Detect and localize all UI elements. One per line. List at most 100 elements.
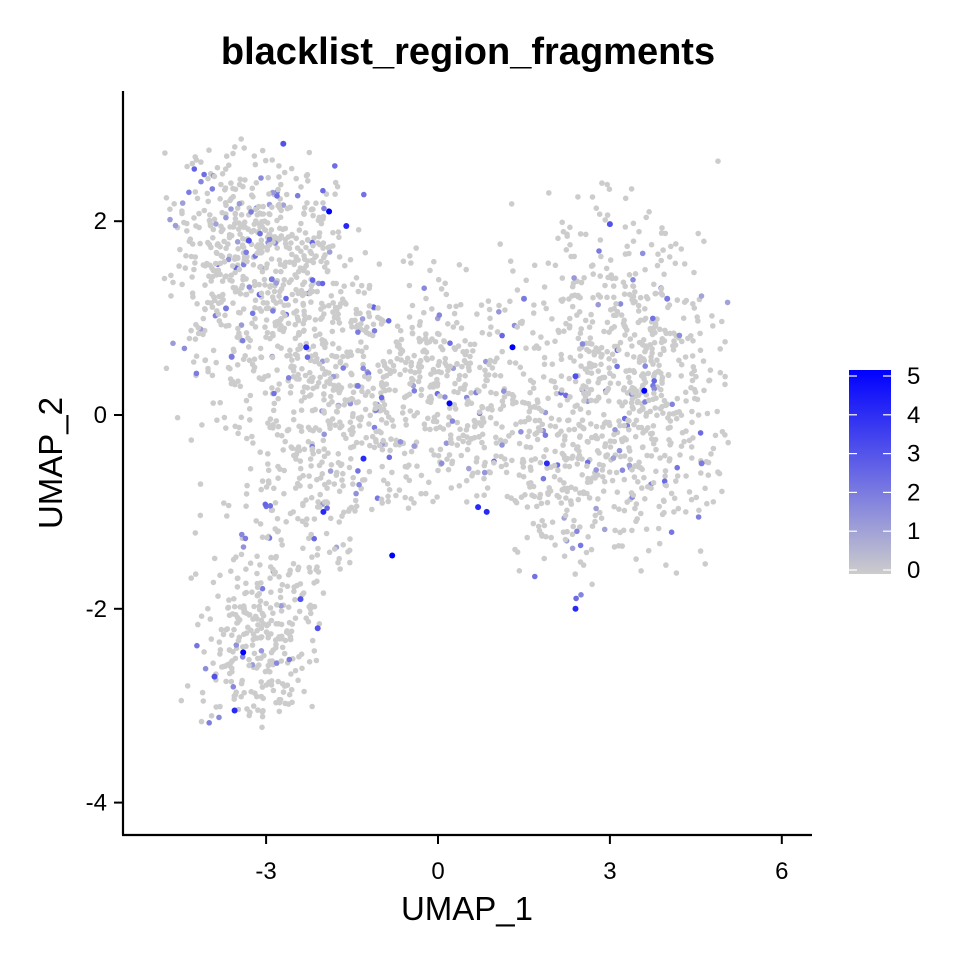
cell-point xyxy=(236,200,243,207)
cell-point xyxy=(463,477,470,484)
cell-point xyxy=(549,316,555,322)
cell-point xyxy=(625,374,632,381)
cell-point xyxy=(289,357,295,363)
cell-point xyxy=(259,218,265,225)
cell-point xyxy=(564,233,570,239)
cell-point xyxy=(308,299,314,305)
cell-point xyxy=(265,451,271,457)
cell-point xyxy=(499,442,505,448)
cell-point xyxy=(483,372,489,379)
cell-point xyxy=(622,195,629,202)
cell-point xyxy=(277,261,284,268)
cell-point xyxy=(552,542,558,548)
legend-tick-label: 5 xyxy=(907,363,920,390)
cell-point xyxy=(604,294,610,301)
cell-point xyxy=(678,443,685,450)
cell-point xyxy=(598,344,605,351)
cell-point xyxy=(248,688,254,695)
cell-point xyxy=(603,265,610,272)
cell-point xyxy=(421,309,427,316)
cell-point xyxy=(427,399,434,406)
cell-point xyxy=(297,581,304,587)
cell-point xyxy=(254,570,260,577)
cell-point xyxy=(429,306,435,312)
cell-point xyxy=(300,389,306,395)
cell-point xyxy=(530,520,537,527)
cell-point xyxy=(321,383,328,390)
cell-point xyxy=(569,531,576,538)
cell-point xyxy=(621,507,628,514)
cell-point xyxy=(355,329,361,335)
cell-point xyxy=(695,230,701,237)
cell-point xyxy=(397,350,404,357)
cell-point xyxy=(321,264,328,270)
cell-point xyxy=(476,434,482,440)
cell-point xyxy=(408,496,414,502)
cell-point xyxy=(348,504,355,511)
cell-point xyxy=(668,529,675,535)
cell-point xyxy=(238,322,245,328)
cell-point xyxy=(250,368,257,374)
cell-point xyxy=(559,219,565,226)
cell-point xyxy=(312,333,319,339)
cell-point xyxy=(194,301,200,307)
cell-point xyxy=(392,441,399,448)
cell-point xyxy=(651,339,658,346)
cell-point xyxy=(594,435,601,442)
cell-point xyxy=(613,301,619,307)
cell-point xyxy=(207,212,213,218)
cell-point xyxy=(716,470,723,477)
cell-point xyxy=(335,229,342,235)
cell-point xyxy=(450,324,457,330)
cell-point xyxy=(459,363,465,370)
scatter-points xyxy=(161,136,731,731)
cell-point xyxy=(592,518,598,525)
cell-point xyxy=(411,352,418,359)
cell-point xyxy=(588,434,595,441)
cell-point xyxy=(460,432,467,439)
cell-point xyxy=(311,603,318,610)
cell-point xyxy=(245,344,252,350)
cell-point xyxy=(230,300,236,306)
cell-point xyxy=(562,463,568,469)
cell-point-highlight xyxy=(354,382,361,389)
cell-point xyxy=(243,566,249,572)
cell-point xyxy=(329,416,336,422)
cell-point xyxy=(299,240,305,246)
cell-point xyxy=(646,209,652,215)
cell-point xyxy=(477,364,483,371)
cell-point xyxy=(222,166,229,172)
cell-point xyxy=(319,280,326,287)
cell-point xyxy=(619,543,625,549)
cell-point xyxy=(348,456,354,462)
cell-point xyxy=(656,503,662,510)
cell-point xyxy=(620,320,627,327)
cell-point xyxy=(661,271,667,278)
cell-point xyxy=(408,448,415,455)
cell-point xyxy=(162,150,168,156)
cell-point xyxy=(378,390,384,396)
cell-point xyxy=(265,467,272,474)
cell-point xyxy=(224,513,230,519)
cell-point xyxy=(256,590,263,597)
cell-point xyxy=(189,160,196,167)
cell-point xyxy=(689,419,695,426)
cell-point xyxy=(552,338,558,345)
cell-point xyxy=(418,392,425,399)
cell-point xyxy=(321,303,327,310)
cell-point xyxy=(566,325,573,331)
cell-point xyxy=(269,507,276,513)
cell-point xyxy=(399,410,406,416)
cell-point xyxy=(724,299,731,306)
cell-point xyxy=(446,303,453,310)
cell-point xyxy=(653,446,659,453)
cell-point xyxy=(258,237,265,243)
cell-point xyxy=(273,660,280,666)
cell-point xyxy=(347,536,353,542)
cell-point xyxy=(240,183,246,190)
cell-point xyxy=(656,362,662,369)
cell-point xyxy=(590,294,596,301)
cell-point xyxy=(346,464,353,471)
cell-point xyxy=(679,338,685,345)
cell-point xyxy=(207,616,214,622)
